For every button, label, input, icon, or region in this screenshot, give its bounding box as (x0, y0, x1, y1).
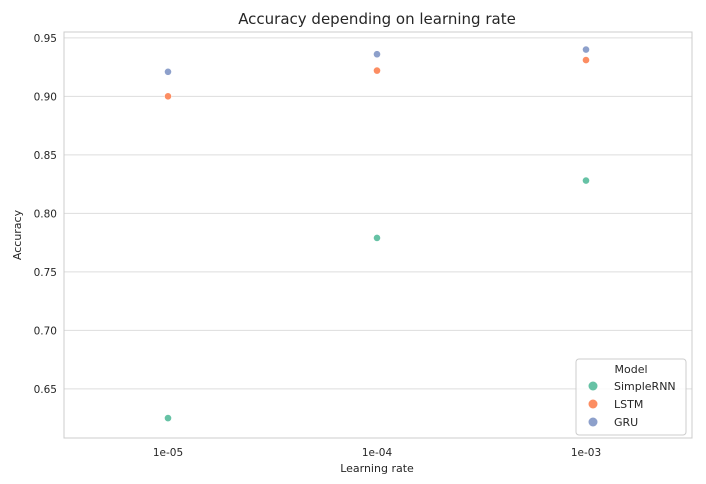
point-lstm (582, 56, 590, 64)
legend-label-simplernn: SimpleRNN (614, 380, 676, 393)
y-tick-label: 0.85 (34, 150, 57, 162)
legend-marker-lstm (588, 399, 598, 409)
x-axis-label: Learning rate (340, 462, 414, 475)
point-simplernn (582, 176, 590, 185)
legend-label-gru: GRU (614, 416, 638, 429)
legend-marker-simplernn (588, 381, 598, 391)
legend-box (575, 358, 687, 436)
point-gru (373, 50, 381, 59)
y-tick-label: 0.90 (34, 91, 57, 103)
y-tick-label: 0.70 (34, 325, 57, 337)
y-tick-label: 0.80 (34, 208, 57, 220)
legend: Model SimpleRNN LSTM GRU (575, 358, 687, 436)
point-lstm (164, 92, 172, 101)
chart-title: Accuracy depending on learning rate (238, 10, 516, 28)
grid-lines (64, 37, 692, 390)
legend-items: SimpleRNN LSTM GRU (588, 380, 676, 429)
legend-title: Model (614, 363, 647, 376)
x-tick-labels: 1e-05 1e-04 1e-03 (153, 447, 601, 459)
point-lstm (373, 66, 381, 75)
legend-label-lstm: LSTM (614, 398, 643, 411)
x-tick-label: 1e-03 (571, 447, 601, 459)
point-gru (164, 67, 172, 76)
x-tick-label: 1e-05 (153, 447, 183, 459)
y-tick-label: 0.65 (34, 384, 57, 396)
point-gru (582, 45, 590, 54)
point-simplernn (164, 414, 172, 423)
legend-marker-gru (588, 417, 598, 427)
y-tick-label: 0.75 (34, 267, 57, 279)
plot-frame (63, 31, 693, 439)
y-tick-label: 0.95 (34, 33, 57, 45)
point-simplernn (373, 234, 381, 242)
data-points (164, 45, 590, 423)
x-tick-label: 1e-04 (362, 447, 393, 459)
y-tick-labels: 0.65 0.70 0.75 0.80 0.85 0.90 0.95 (34, 33, 57, 396)
y-axis-label: Accuracy (11, 209, 24, 260)
